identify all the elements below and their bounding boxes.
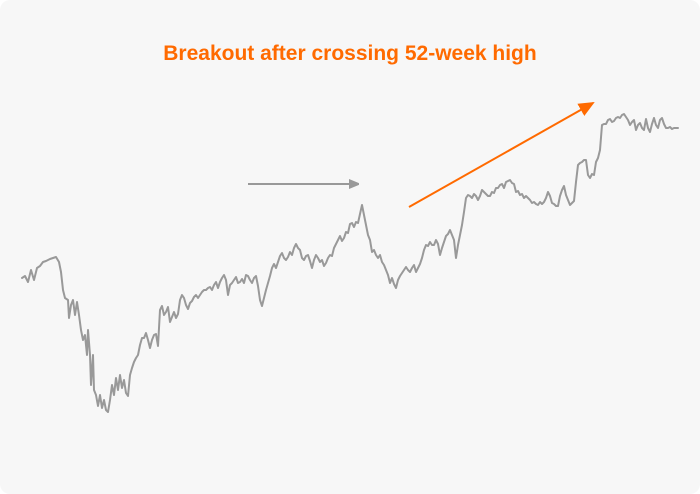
- price-line: [21, 113, 679, 413]
- breakout-arrow-icon: [408, 102, 595, 208]
- chart-title: Breakout after crossing 52-week high: [163, 42, 537, 65]
